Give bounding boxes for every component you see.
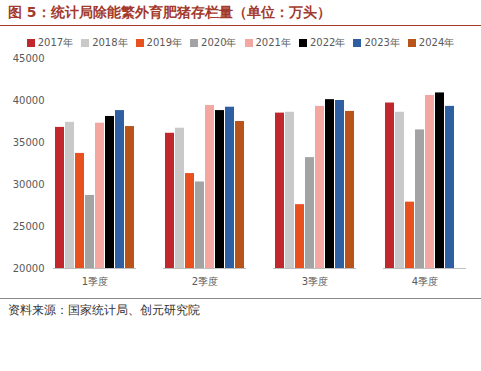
html-text:2018年: 2018年 — [92, 37, 128, 48]
html-text:图 5：统计局除能繁外育肥猪存栏量（单位：万头）: 图 5：统计局除能繁外育肥猪存栏量（单位：万头） — [8, 4, 331, 20]
html-text:资料来源：国家统计局、创元研究院: 资料来源：国家统计局、创元研究院 — [8, 303, 200, 317]
html-text:2019年: 2019年 — [146, 37, 182, 48]
html-text:2023年: 2023年 — [364, 37, 400, 48]
html-text:2021年: 2021年 — [255, 37, 291, 48]
svg-text:4季度: 4季度 — [412, 276, 438, 287]
svg-text:35000: 35000 — [13, 137, 45, 148]
svg-text:30000: 30000 — [13, 179, 45, 190]
html-text:2017年: 2017年 — [37, 37, 74, 48]
svg-text:2季度: 2季度 — [192, 276, 218, 287]
html-text:2022年: 2022年 — [310, 37, 346, 48]
html-text:2020年: 2020年 — [201, 37, 237, 48]
svg-text:40000: 40000 — [13, 95, 45, 106]
svg-text:3季度: 3季度 — [302, 276, 328, 287]
svg-text:45000: 45000 — [13, 53, 45, 64]
svg-text:1季度: 1季度 — [82, 276, 108, 287]
svg-text:20000: 20000 — [13, 263, 45, 274]
html-text:2024年: 2024年 — [418, 37, 455, 48]
svg-text:25000: 25000 — [13, 221, 45, 232]
